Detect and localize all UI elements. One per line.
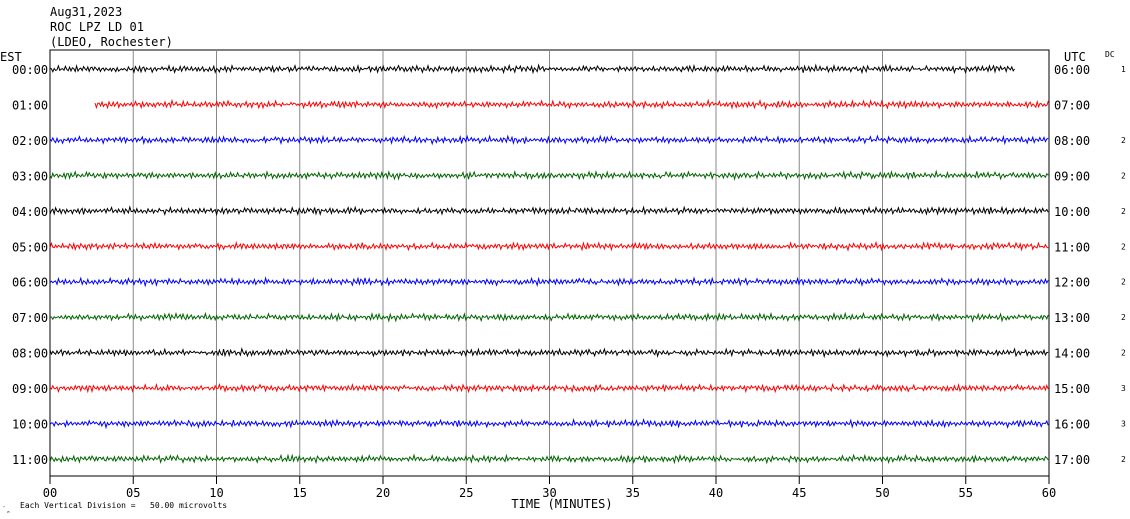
- trace-line: [49, 382, 1049, 394]
- x-axis-title: TIME (MINUTES): [511, 497, 612, 511]
- x-tick-label: 50: [875, 486, 889, 500]
- trace-line: [49, 311, 1049, 323]
- est-row-label: 09:00: [12, 382, 48, 396]
- vertical-division-scale: Each Vertical Division = 50.00 microvolt…: [20, 501, 227, 510]
- utc-row-label: 12:00: [1054, 276, 1090, 290]
- trace-line: [49, 240, 1049, 252]
- est-row-label: 02:00: [12, 134, 48, 148]
- x-tick-label: 20: [376, 486, 390, 500]
- dc-offset-value: 2: [1121, 313, 1126, 322]
- utc-row-label: 14:00: [1054, 347, 1090, 361]
- dc-offset-value: 3: [1121, 384, 1126, 393]
- est-row-label: 07:00: [12, 311, 48, 325]
- utc-row-label: 08:00: [1054, 134, 1090, 148]
- trace-line: [49, 453, 1049, 465]
- utc-row-label: 09:00: [1054, 169, 1090, 183]
- row-labels: 00:00 06:00 1 01:00 07:00 02:00 08:00 2 03:00 09:…: [12, 63, 1126, 467]
- est-row-label: 03:00: [12, 169, 48, 183]
- corner-mark: ′̪: [2, 505, 10, 513]
- station-label: ROC LPZ LD 01: [50, 20, 144, 34]
- est-row-label: 00:00: [12, 63, 48, 77]
- x-tick-label: 15: [293, 486, 307, 500]
- dc-offset-value: 2: [1121, 136, 1126, 145]
- date-label: Aug31,2023: [50, 5, 122, 19]
- utc-axis-label: UTC: [1064, 50, 1086, 64]
- est-row-label: 01:00: [12, 98, 48, 112]
- est-row-label: 10:00: [12, 418, 48, 432]
- trace-line: [49, 134, 1049, 146]
- utc-row-label: 17:00: [1054, 453, 1090, 467]
- x-tick-label: 05: [126, 486, 140, 500]
- est-row-label: 06:00: [12, 276, 48, 290]
- network-label: (LDEO, Rochester): [50, 35, 173, 49]
- x-tick-label: 30: [542, 486, 556, 500]
- utc-row-label: 15:00: [1054, 382, 1090, 396]
- dc-offset-value: 2: [1121, 171, 1126, 180]
- seismic-traces: [49, 63, 1049, 465]
- est-row-label: 04:00: [12, 205, 48, 219]
- x-tick-label: 60: [1042, 486, 1056, 500]
- dc-offset-value: 2: [1121, 207, 1126, 216]
- trace-line: [49, 169, 1049, 181]
- trace-line: [49, 205, 1049, 217]
- dc-offset-value: 2: [1121, 349, 1126, 358]
- x-axis-ticks: 00 05 10 15 20 25 30 35 40 45 50 55 60: [43, 476, 1056, 500]
- est-row-label: 11:00: [12, 453, 48, 467]
- est-axis-label: EST: [0, 50, 22, 64]
- dc-offset-value: 3: [1121, 420, 1126, 429]
- est-row-label: 05:00: [12, 240, 48, 254]
- x-tick-label: 00: [43, 486, 57, 500]
- trace-line: [49, 276, 1049, 288]
- trace-line: [94, 98, 1049, 111]
- x-tick-label: 35: [626, 486, 640, 500]
- est-row-label: 08:00: [12, 347, 48, 361]
- trace-line: [49, 418, 1049, 430]
- x-tick-label: 45: [792, 486, 806, 500]
- utc-row-label: 16:00: [1054, 418, 1090, 432]
- utc-row-label: 06:00: [1054, 63, 1090, 77]
- x-tick-label: 40: [709, 486, 723, 500]
- x-tick-label: 10: [209, 486, 223, 500]
- dc-offset-value: 2: [1121, 242, 1126, 251]
- x-tick-label: 25: [459, 486, 473, 500]
- utc-row-label: 13:00: [1054, 311, 1090, 325]
- utc-row-label: 11:00: [1054, 240, 1090, 254]
- trace-line: [49, 63, 1015, 75]
- vertical-gridlines: [132, 50, 967, 476]
- utc-row-label: 10:00: [1054, 205, 1090, 219]
- utc-row-label: 07:00: [1054, 98, 1090, 112]
- x-tick-label: 55: [959, 486, 973, 500]
- dc-offset-value: 1: [1121, 65, 1126, 74]
- trace-line: [49, 347, 1049, 359]
- dc-column-label: DC: [1105, 50, 1115, 59]
- dc-offset-value: 2: [1121, 455, 1126, 464]
- dc-offset-value: 2: [1121, 278, 1126, 287]
